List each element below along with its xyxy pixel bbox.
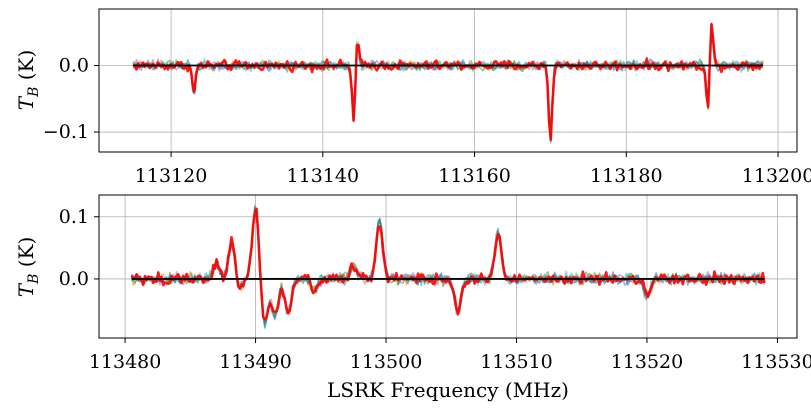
panel-bottom: 113480 113490 113500 113510 113520 113530 0.0… (14, 194, 811, 402)
y-axis-label-bottom: TB (K) (14, 237, 42, 298)
spectrum-trace-top-1 (132, 22, 764, 144)
panel-top: 113120 113140 113160 113180 113200 −0.1 0.0 T… (14, 8, 811, 187)
x-tick-label-top-2: 113160 (438, 165, 511, 187)
spectrum-trace-top-5 (132, 22, 764, 140)
x-tick-label-bottom-4: 113520 (611, 351, 684, 373)
y-axis-label-top: TB (K) (14, 50, 42, 111)
plot-frame-top (98, 8, 798, 153)
y-tick-label-top-0: −0.1 (43, 121, 89, 143)
x-tick-label-top-0: 113120 (135, 165, 208, 187)
spectrum-trace-bottom-0 (130, 207, 766, 321)
x-tick-label-bottom-0: 113480 (89, 351, 162, 373)
y-tick-label-bottom-1: 0.1 (59, 206, 89, 228)
x-ticks-top: 113120 113140 113160 113180 113200 (135, 152, 811, 187)
grid-top (99, 9, 797, 152)
spectra-top (132, 22, 764, 144)
y-ticks-top: −0.1 0.0 (43, 55, 99, 143)
x-tick-label-bottom-3: 113510 (480, 351, 553, 373)
y-tick-label-bottom-0: 0.0 (59, 268, 89, 290)
x-tick-label-bottom-1: 113490 (219, 351, 292, 373)
x-ticks-bottom: 113480 113490 113500 113510 113520 113530 (89, 338, 811, 373)
x-axis-label: LSRK Frequency (MHz) (327, 378, 569, 402)
spectrum-trace-top-0 (132, 22, 764, 141)
x-tick-label-bottom-5: 113530 (741, 351, 811, 373)
spectrum-trace-top-2 (132, 25, 764, 141)
grid-bottom (99, 195, 797, 338)
x-tick-label-top-1: 113140 (287, 165, 360, 187)
x-tick-label-top-4: 113200 (742, 165, 811, 187)
x-tick-label-bottom-2: 113500 (350, 351, 423, 373)
spectrum-trace-top-3 (132, 24, 764, 144)
x-tick-label-top-3: 113180 (590, 165, 663, 187)
spectrum-trace-top-4 (132, 28, 764, 142)
spectra-bottom (130, 204, 766, 330)
plot-frame-bottom (98, 194, 798, 339)
y-ticks-bottom: 0.0 0.1 (59, 206, 99, 290)
y-tick-label-top-1: 0.0 (59, 55, 89, 77)
